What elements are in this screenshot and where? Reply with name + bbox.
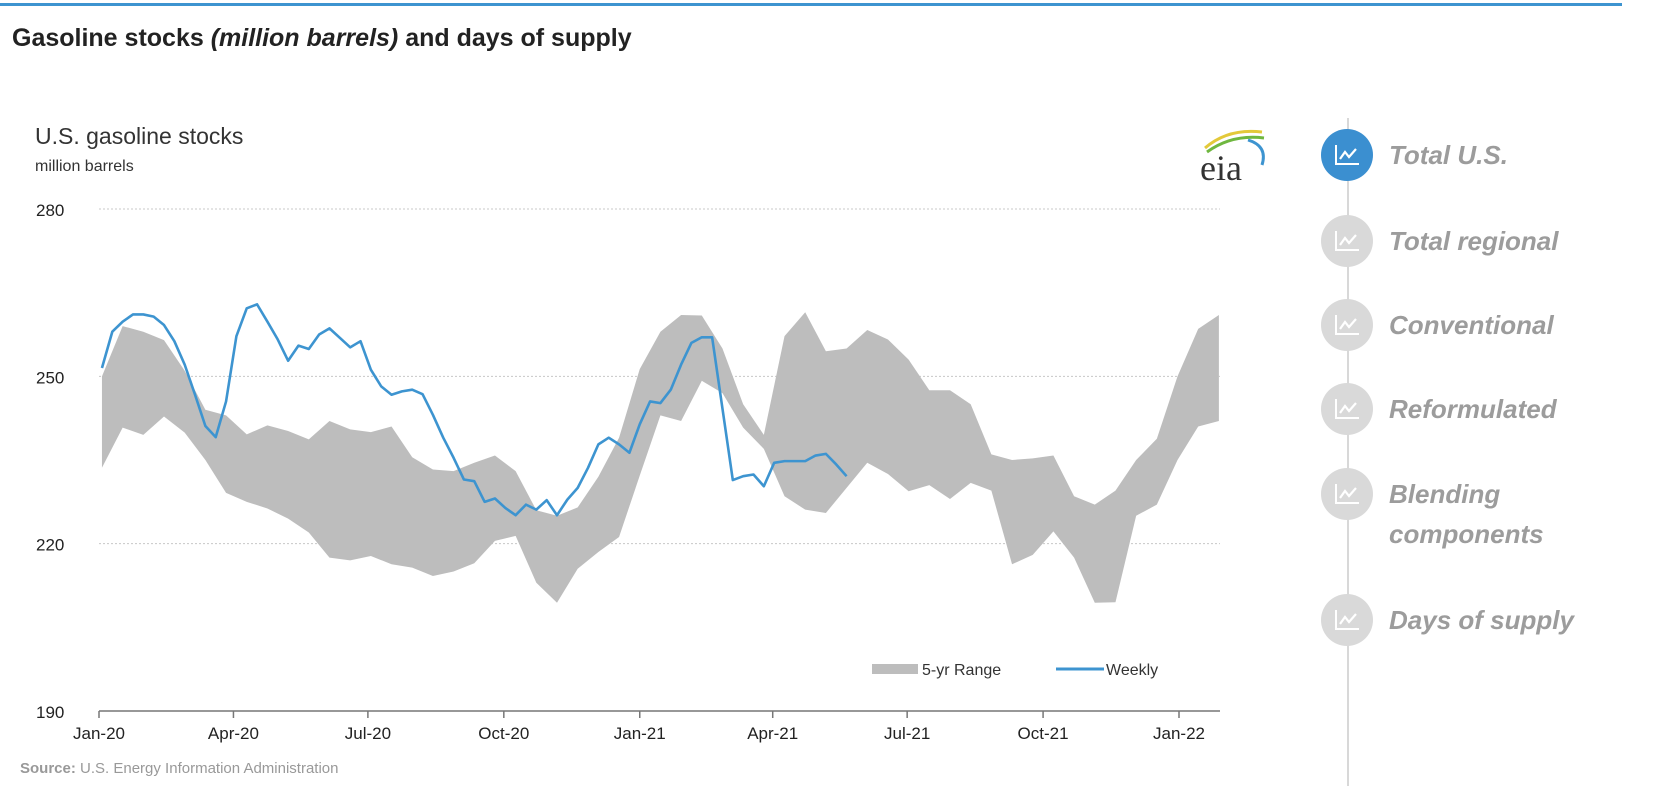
- y-tick-label: 220: [36, 536, 64, 555]
- line-chart-icon: [1335, 484, 1359, 504]
- sidebar-item-reformulated[interactable]: Reformulated: [1321, 383, 1557, 435]
- line-chart-icon: [1335, 610, 1359, 630]
- title-text: Gasoline stocks: [12, 24, 211, 52]
- nav-label-line: Conventional: [1389, 310, 1554, 340]
- eia-logo: eia: [1200, 129, 1265, 188]
- source-label: Source:: [20, 760, 76, 777]
- x-tick-label: Jan-22: [1153, 724, 1205, 743]
- line-chart-icon: [1335, 145, 1359, 165]
- legend-label-weekly: Weekly: [1106, 662, 1158, 679]
- sidebar-connector-line: [1347, 118, 1349, 786]
- nav-label: Conventional: [1389, 299, 1554, 345]
- y-tick-label: 280: [36, 201, 64, 220]
- logo-swoosh-blue: [1247, 138, 1265, 166]
- nav-label-line: Reformulated: [1389, 394, 1557, 424]
- page-title: Gasoline stocks (million barrels) and da…: [12, 24, 632, 53]
- nav-circle: [1321, 299, 1373, 351]
- nav-label-line: Total regional: [1389, 226, 1559, 256]
- header-accent-line: [0, 3, 1622, 6]
- title-text-end: and days of supply: [398, 24, 632, 52]
- sidebar-item-total-regional[interactable]: Total regional: [1321, 215, 1559, 267]
- x-tick-label: Oct-21: [1018, 724, 1069, 743]
- x-tick-label: Jan-21: [614, 724, 666, 743]
- sidebar-item-blending[interactable]: Blending components: [1321, 468, 1544, 554]
- x-tick-label: Jul-20: [345, 724, 391, 743]
- nav-circle: [1321, 383, 1373, 435]
- sidebar-item-total-u-s[interactable]: Total U.S.: [1321, 129, 1508, 181]
- source-text: U.S. Energy Information Administration: [76, 760, 339, 777]
- nav-label: Blending components: [1389, 468, 1544, 554]
- y-tick-label: 190: [36, 703, 64, 722]
- legend-label-range: 5-yr Range: [922, 662, 1001, 679]
- x-tick-label: Jul-21: [884, 724, 930, 743]
- logo-text: eia: [1200, 148, 1242, 188]
- logo-swoosh-green: [1206, 135, 1265, 154]
- line-chart-icon: [1335, 231, 1359, 251]
- nav-circle: [1321, 594, 1373, 646]
- source-note: Source: U.S. Energy Information Administ…: [20, 760, 338, 777]
- line-chart-icon: [1335, 315, 1359, 335]
- x-tick-label: Jan-20: [73, 724, 125, 743]
- nav-label-line: Total U.S.: [1389, 140, 1508, 170]
- nav-label: Total U.S.: [1389, 129, 1508, 175]
- sidebar-item-days-of-supply[interactable]: Days of supply: [1321, 594, 1574, 646]
- title-unit: (million barrels): [210, 24, 399, 52]
- sidebar-item-conventional[interactable]: Conventional: [1321, 299, 1554, 351]
- y-tick-label: 250: [36, 368, 64, 387]
- nav-label-line: components: [1389, 519, 1544, 549]
- nav-label: Reformulated: [1389, 383, 1557, 429]
- x-tick-label: Apr-20: [208, 724, 259, 743]
- nav-circle: [1321, 129, 1373, 181]
- nav-label-line: Blending: [1389, 479, 1501, 509]
- nav-label-line: Days of supply: [1389, 605, 1574, 635]
- chart-subtitle: million barrels: [35, 158, 134, 175]
- nav-circle: [1321, 215, 1373, 267]
- legend-swatch-range: [872, 664, 918, 674]
- logo-swoosh-yellow: [1204, 129, 1263, 150]
- five-year-range-band: [101, 312, 1219, 603]
- chart-title: U.S. gasoline stocks: [35, 123, 243, 149]
- nav-label: Days of supply: [1389, 594, 1574, 640]
- nav-circle: [1321, 468, 1373, 520]
- x-tick-label: Apr-21: [747, 724, 798, 743]
- line-chart-icon: [1335, 399, 1359, 419]
- x-tick-label: Oct-20: [478, 724, 529, 743]
- nav-label: Total regional: [1389, 215, 1559, 261]
